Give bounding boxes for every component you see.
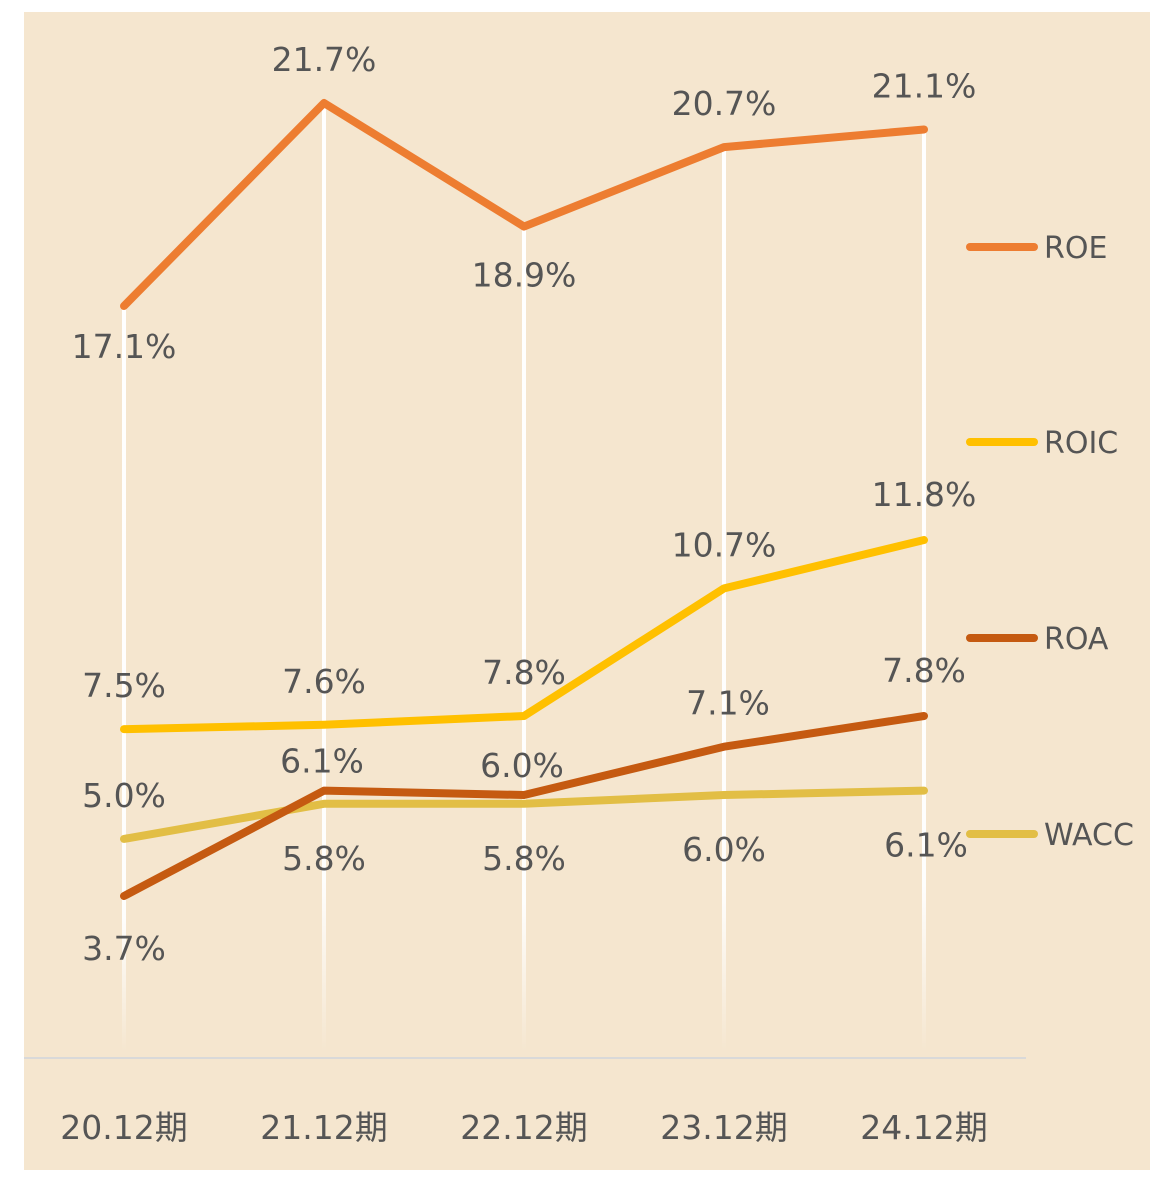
series-line-roe bbox=[120, 99, 928, 310]
drop-line-2 bbox=[322, 103, 326, 1052]
data-label-roic-3: 7.8% bbox=[482, 653, 566, 692]
data-label-roa-1: 3.7% bbox=[82, 929, 166, 968]
data-label-roe-3: 18.9% bbox=[472, 256, 577, 295]
series-line-roa bbox=[120, 712, 928, 900]
data-label-roic-5: 11.8% bbox=[872, 475, 977, 514]
legend-label-roe: ROE bbox=[1044, 231, 1107, 266]
data-label-wacc-3: 5.8% bbox=[482, 839, 566, 878]
chart-panel: 17.1% 21.7% 18.9% 20.7% 21.1% 7.5% 7.6% 7.8% 10.… bbox=[24, 12, 1150, 1170]
data-label-roic-4: 10.7% bbox=[672, 525, 777, 564]
line-chart: 17.1% 21.7% 18.9% 20.7% 21.1% 7.5% 7.6% 7.8% 10.… bbox=[24, 40, 1134, 1147]
legend-label-roic: ROIC bbox=[1044, 426, 1118, 461]
series-line-wacc bbox=[120, 786, 928, 843]
drop-line-5 bbox=[922, 129, 926, 1052]
drop-line-4 bbox=[722, 147, 726, 1052]
x-tick-label-3: 22.12期 bbox=[460, 1108, 587, 1147]
x-tick-label-1: 20.12期 bbox=[60, 1108, 187, 1147]
data-label-roa-5: 7.8% bbox=[882, 651, 966, 690]
data-label-roe-5: 21.1% bbox=[872, 66, 977, 105]
data-label-roe-4: 20.7% bbox=[672, 84, 777, 123]
data-label-roic-2: 7.6% bbox=[282, 662, 366, 701]
data-label-wacc-2: 5.8% bbox=[282, 839, 366, 878]
data-label-roe-1: 17.1% bbox=[72, 327, 177, 366]
data-label-roa-3: 6.0% bbox=[480, 746, 564, 785]
data-label-roic-1: 7.5% bbox=[82, 666, 166, 705]
data-label-wacc-5: 6.1% bbox=[884, 826, 968, 865]
x-tick-label-2: 21.12期 bbox=[260, 1108, 387, 1147]
series-line-roic bbox=[120, 536, 928, 734]
x-tick-label-5: 24.12期 bbox=[860, 1108, 987, 1147]
x-tick-label-4: 23.12期 bbox=[660, 1108, 787, 1147]
drop-line-1 bbox=[122, 306, 126, 1052]
legend-label-wacc: WACC bbox=[1044, 818, 1134, 853]
drop-line-3 bbox=[522, 226, 526, 1053]
data-label-roe-2: 21.7% bbox=[272, 40, 377, 79]
data-label-wacc-1: 5.0% bbox=[82, 776, 166, 815]
data-label-roa-4: 7.1% bbox=[686, 684, 770, 723]
data-label-wacc-4: 6.0% bbox=[682, 830, 766, 869]
legend-label-roa: ROA bbox=[1044, 622, 1109, 657]
data-label-roa-2: 6.1% bbox=[280, 742, 364, 781]
